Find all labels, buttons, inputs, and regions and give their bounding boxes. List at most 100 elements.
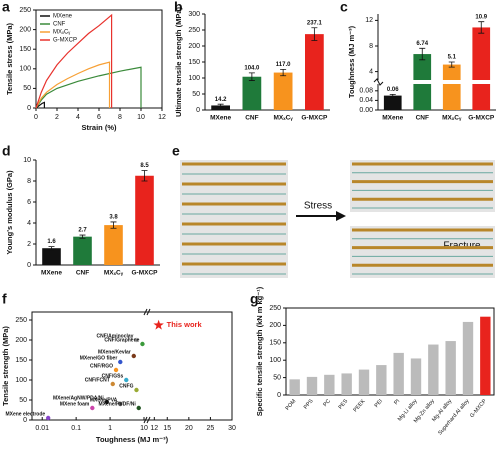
x-tick-label: 8 xyxy=(118,114,122,121)
x-tick-label: G-MXCP xyxy=(132,270,159,277)
bar xyxy=(104,225,123,265)
y-tick-label: 150 xyxy=(15,357,27,364)
data-label: 1.6 xyxy=(47,239,56,245)
x-tick-label: G-MXCP xyxy=(301,115,328,122)
x-tick-label: POM xyxy=(285,398,298,412)
bar xyxy=(445,341,456,395)
bar xyxy=(135,175,154,265)
point-label: CNFG xyxy=(119,383,133,389)
bar xyxy=(273,72,293,110)
x-tick-label: 10 xyxy=(137,114,145,121)
error-bar xyxy=(419,47,426,61)
point xyxy=(118,359,123,365)
x-tick-label: 6 xyxy=(97,114,101,121)
error-bar xyxy=(79,234,86,239)
x-tick-label: 1 xyxy=(108,425,112,432)
point-label: MXene foam xyxy=(60,401,90,407)
error-bar xyxy=(389,94,396,98)
point-label: CNF/FCNT xyxy=(85,377,110,383)
point xyxy=(113,367,119,373)
axis-break-mark xyxy=(373,78,384,86)
y-tick-label: 50 xyxy=(19,397,27,404)
axis-break xyxy=(374,80,496,84)
x-tick-label: 30 xyxy=(228,425,236,432)
y-tick-label: 0 xyxy=(27,105,31,112)
error-bar xyxy=(448,61,455,68)
bar xyxy=(393,352,404,395)
point-label: MXene/AgNW/PDA/Ni xyxy=(53,395,104,401)
point xyxy=(124,377,129,383)
data-label: 14.2 xyxy=(215,97,227,103)
bar xyxy=(358,369,370,395)
x-tick-label: G-MXCP xyxy=(469,398,488,419)
x-tick-label: MXₓCᵧ xyxy=(274,115,294,122)
y-tick-label: 150 xyxy=(19,46,31,53)
data-label: 3.8 xyxy=(109,215,118,221)
x-tick-label: 12 xyxy=(150,425,158,432)
x-tick-label: CNF xyxy=(76,270,89,277)
bar xyxy=(306,376,318,395)
x-tick-label: 0.1 xyxy=(71,425,81,432)
point-label: MXene/GO fiber xyxy=(80,355,118,361)
panel-label: g xyxy=(250,291,259,307)
bar xyxy=(462,321,474,395)
y-axis-title: Tensile stress (MPa) xyxy=(5,23,14,95)
x-tick-label: 4 xyxy=(76,114,80,121)
series-line xyxy=(35,101,45,109)
panel-label: d xyxy=(2,143,11,159)
x-tick-label: PES xyxy=(338,398,350,411)
y-axis-title: Young's modulus (GPa) xyxy=(5,170,14,255)
block xyxy=(350,226,495,278)
legend-label: MXₓCᵧ xyxy=(53,30,70,36)
x-tick-label: PEEK xyxy=(353,398,367,413)
point-label: This work xyxy=(167,320,203,329)
point xyxy=(136,405,141,411)
y-tick-label: 50 xyxy=(273,374,281,381)
y-tick-label: 0.04 xyxy=(359,97,373,104)
x-axis-title: Strain (%) xyxy=(81,123,117,132)
panel-label: b xyxy=(174,0,183,15)
x-tick-label: PEI xyxy=(374,398,385,409)
panel-label: e xyxy=(172,143,180,159)
bar xyxy=(242,76,262,110)
x-tick-label: CNF xyxy=(245,115,258,122)
error-bar xyxy=(110,221,117,229)
y-axis-title: Specific tensile strength (kN m kg⁻¹) xyxy=(255,286,264,416)
y-tick-label: 2 xyxy=(27,241,31,248)
y-tick-label: 250 xyxy=(15,317,27,324)
x-tick-label: 0.01 xyxy=(35,425,49,432)
x-tick-label: 25 xyxy=(207,425,215,432)
y-tick-label: 0 xyxy=(27,262,31,269)
y-tick-label: 100 xyxy=(188,75,200,82)
bar xyxy=(442,64,461,110)
point-label: CNF/Aminoclay xyxy=(97,333,134,339)
point xyxy=(90,405,95,411)
panel-label: c xyxy=(340,0,348,15)
axis-break-mark xyxy=(143,416,151,424)
y-tick-label: 0.00 xyxy=(359,107,373,114)
data-label: 5.1 xyxy=(448,55,457,61)
error-bar xyxy=(280,68,287,77)
bar xyxy=(305,34,324,110)
legend-label: MXene xyxy=(53,14,73,20)
error-bar xyxy=(217,103,224,108)
point xyxy=(118,401,123,407)
y-tick-label: 200 xyxy=(188,43,200,50)
stress-diagram: Stress Fracture xyxy=(180,160,495,278)
data-label: 237.1 xyxy=(307,20,323,26)
x-tick-label: MXₓCᵧ xyxy=(104,270,124,277)
y-tick-label: 200 xyxy=(269,322,281,329)
point-label: MXene electrode xyxy=(5,411,45,417)
point xyxy=(153,319,164,330)
y-tick-label: 6 xyxy=(27,199,31,206)
x-tick-label: 2 xyxy=(55,114,59,121)
bar xyxy=(42,248,61,265)
error-bar xyxy=(248,72,255,81)
y-axis-title: Tensile strength (MPa) xyxy=(1,326,10,406)
bar xyxy=(480,316,491,395)
point-label: CNF/GSs xyxy=(102,373,124,379)
bar xyxy=(341,373,352,395)
x-tick-label: PC xyxy=(322,398,332,408)
x-tick-label: MXene xyxy=(210,115,231,122)
point xyxy=(134,387,139,393)
